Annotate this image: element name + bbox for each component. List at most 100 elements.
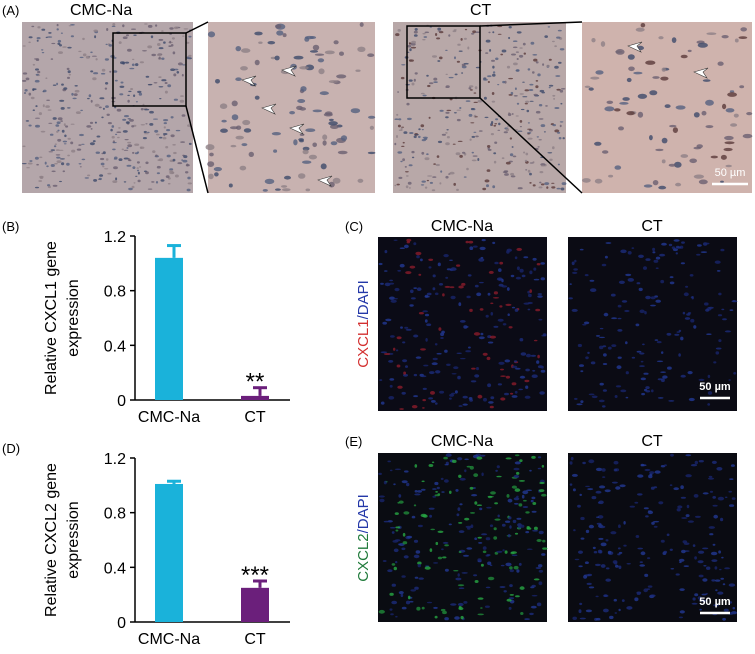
cell [535,80,539,82]
cell [541,553,546,556]
cell [497,318,504,322]
cell [126,164,132,167]
cell [620,249,627,254]
cell [418,312,424,315]
cell [717,314,723,317]
cell [452,143,456,145]
cell [511,395,518,398]
cell [457,140,463,142]
cell [462,403,468,406]
cell [472,155,478,157]
cell [185,171,189,174]
cell [555,75,561,77]
cell [729,504,735,507]
cell [47,36,53,38]
cell [391,583,396,587]
micrograph [208,22,375,193]
cell [602,363,608,365]
cell [403,131,408,134]
cell [521,274,526,278]
cell [519,459,523,462]
cell [694,515,701,518]
cell [270,56,276,60]
cell [34,186,40,189]
cell [445,132,448,134]
cell [645,515,649,518]
cell [457,573,460,577]
cell [79,166,82,168]
cell [403,555,409,559]
cell [411,40,416,44]
cell [156,54,162,56]
cell [433,163,436,165]
cell [681,517,688,519]
cell [228,183,233,188]
cell [28,36,33,39]
zoom-box [406,25,481,99]
cell [469,308,473,312]
cell [595,335,601,337]
cell [76,148,82,151]
cell [582,323,587,326]
cell [383,353,391,355]
cell [535,61,539,64]
cell [641,392,645,396]
cell [107,172,112,175]
cell [39,176,44,180]
cell [119,85,125,89]
cell [497,129,501,131]
cell [645,295,651,300]
cell [510,274,515,278]
cell [432,495,437,498]
cell [520,352,527,356]
cell [511,53,516,56]
cell [560,102,563,105]
cell [170,44,174,47]
cell [357,46,366,52]
cell [406,238,412,242]
cell [682,311,686,315]
cell [28,92,32,96]
y-axis-label: expression [65,279,82,356]
cell [541,335,547,337]
cell [389,608,393,611]
cell [557,163,561,166]
cell [732,607,736,610]
cell [437,30,442,32]
cell [45,105,50,108]
cell [491,121,494,124]
cell [180,141,186,143]
cell [453,570,459,572]
cell [86,125,92,128]
cell [437,27,442,31]
cell [477,99,483,103]
cell [525,531,530,534]
cell [304,37,310,42]
cell [163,134,166,137]
cell [456,352,462,354]
cell [622,97,630,101]
cell [463,176,467,178]
cell [508,77,513,80]
cell [511,551,517,554]
cell [405,171,409,173]
cell [542,539,546,543]
cell [444,617,449,621]
cell [65,125,69,128]
cell [293,139,298,146]
cell [580,400,584,403]
cell [659,253,666,257]
cell [588,87,594,91]
cell [576,403,583,406]
cell [660,539,665,543]
cell [689,158,697,164]
y-tick-label: 1.2 [104,229,126,246]
cell [378,262,383,266]
cell [513,467,520,471]
cell [437,140,443,144]
cell [159,136,163,139]
cell [522,81,525,83]
cell [254,31,263,36]
cell [458,522,463,524]
cell [715,351,720,355]
